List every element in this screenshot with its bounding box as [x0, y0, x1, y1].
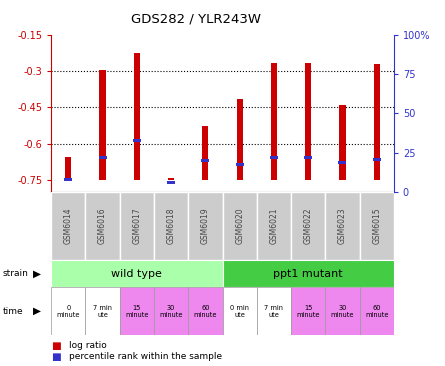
- Bar: [222, 287, 257, 335]
- Bar: [51, 287, 85, 335]
- Text: GDS282 / YLR243W: GDS282 / YLR243W: [131, 13, 261, 26]
- Bar: [64, 178, 73, 181]
- Bar: [168, 178, 174, 180]
- Text: ■: ■: [51, 352, 61, 362]
- Text: ppt1 mutant: ppt1 mutant: [273, 269, 343, 279]
- Bar: [85, 287, 120, 335]
- Bar: [360, 192, 394, 260]
- Bar: [51, 260, 223, 287]
- Bar: [257, 192, 291, 260]
- Bar: [325, 192, 360, 260]
- Bar: [304, 156, 312, 159]
- Text: ■: ■: [51, 341, 61, 351]
- Text: GSM6022: GSM6022: [303, 208, 313, 244]
- Text: GSM6015: GSM6015: [372, 208, 381, 244]
- Bar: [100, 70, 105, 180]
- Bar: [257, 287, 291, 335]
- Bar: [154, 287, 188, 335]
- Bar: [372, 158, 381, 161]
- Bar: [305, 63, 311, 180]
- Bar: [271, 63, 277, 180]
- Bar: [325, 287, 360, 335]
- Bar: [167, 181, 175, 184]
- Text: 30
minute: 30 minute: [331, 305, 354, 318]
- Text: GSM6017: GSM6017: [132, 208, 142, 244]
- Text: GSM6016: GSM6016: [98, 208, 107, 244]
- Bar: [360, 287, 394, 335]
- Text: GSM6021: GSM6021: [269, 208, 279, 244]
- Text: 60
minute: 60 minute: [365, 305, 388, 318]
- Bar: [235, 163, 244, 166]
- Text: GSM6018: GSM6018: [166, 208, 176, 244]
- Bar: [270, 156, 278, 159]
- Bar: [120, 192, 154, 260]
- Text: 15
minute: 15 minute: [125, 305, 149, 318]
- Text: GSM6019: GSM6019: [201, 208, 210, 244]
- Bar: [85, 192, 120, 260]
- Bar: [291, 192, 325, 260]
- Bar: [222, 260, 394, 287]
- Text: log ratio: log ratio: [69, 341, 107, 350]
- Bar: [237, 99, 243, 180]
- Bar: [51, 192, 85, 260]
- Text: 0
minute: 0 minute: [57, 305, 80, 318]
- Text: 60
minute: 60 minute: [194, 305, 217, 318]
- Text: 0 min
ute: 0 min ute: [230, 305, 249, 318]
- Bar: [338, 161, 347, 164]
- Text: 7 min
ute: 7 min ute: [93, 305, 112, 318]
- Text: ▶: ▶: [33, 269, 41, 279]
- Text: time: time: [2, 307, 23, 315]
- Bar: [98, 156, 107, 159]
- Bar: [154, 192, 188, 260]
- Text: 30
minute: 30 minute: [159, 305, 183, 318]
- Bar: [134, 53, 140, 180]
- Bar: [133, 139, 141, 142]
- Bar: [120, 287, 154, 335]
- Bar: [222, 192, 257, 260]
- Bar: [188, 192, 222, 260]
- Text: ▶: ▶: [33, 306, 41, 316]
- Text: GSM6020: GSM6020: [235, 208, 244, 244]
- Text: GSM6014: GSM6014: [64, 208, 73, 244]
- Text: wild type: wild type: [111, 269, 162, 279]
- Text: strain: strain: [2, 269, 28, 278]
- Text: 7 min
ute: 7 min ute: [264, 305, 283, 318]
- Bar: [374, 64, 380, 180]
- Text: GSM6023: GSM6023: [338, 208, 347, 244]
- Bar: [202, 126, 208, 180]
- Bar: [65, 157, 71, 180]
- Text: 15
minute: 15 minute: [296, 305, 320, 318]
- Bar: [291, 287, 325, 335]
- Text: percentile rank within the sample: percentile rank within the sample: [69, 352, 222, 361]
- Bar: [201, 159, 210, 162]
- Bar: [188, 287, 222, 335]
- Bar: [340, 105, 345, 180]
